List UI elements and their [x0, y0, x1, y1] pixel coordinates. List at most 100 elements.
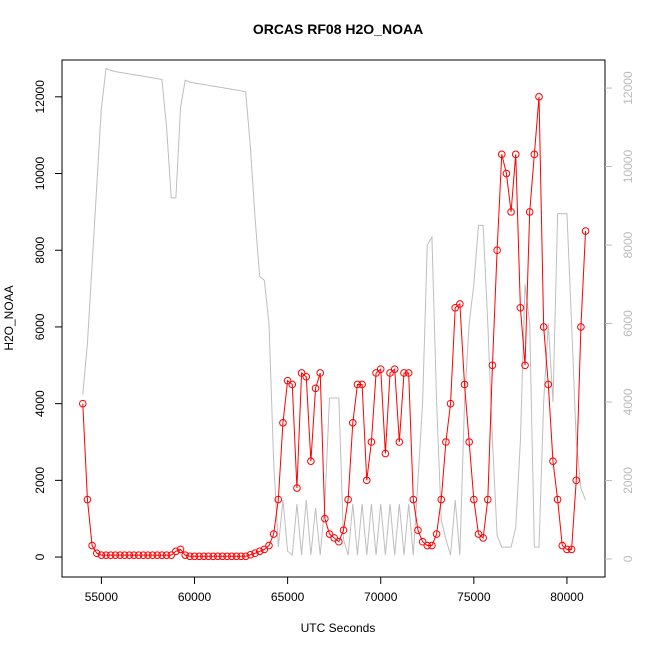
data-point	[470, 495, 478, 504]
y2-tick-label: 12000	[621, 71, 635, 105]
data-point	[479, 534, 487, 542]
data-point	[116, 551, 124, 559]
data-point	[302, 372, 311, 381]
data-point	[474, 530, 483, 538]
data-point	[321, 514, 329, 523]
data-point	[428, 541, 436, 550]
data-point	[330, 534, 338, 542]
data-point	[493, 246, 501, 255]
data-point	[200, 552, 208, 561]
y-tick-label: 8000	[33, 237, 47, 264]
data-point	[460, 380, 469, 389]
data-point	[102, 551, 110, 559]
y-tick-label: 4000	[33, 390, 47, 417]
x-tick-label: 60000	[178, 590, 212, 604]
data-point	[204, 552, 213, 561]
y2-tick-label: 4000	[621, 388, 635, 415]
data-point	[353, 380, 362, 389]
data-point	[186, 552, 194, 561]
data-point	[255, 547, 264, 556]
data-point	[442, 438, 450, 446]
x-tick-label: 75000	[457, 590, 491, 604]
data-point	[525, 208, 534, 216]
data-point	[251, 549, 259, 558]
y2-tick-label: 0	[621, 555, 635, 562]
data-point	[297, 369, 306, 377]
data-point	[130, 551, 138, 559]
data-point	[293, 484, 301, 492]
data-point	[195, 552, 203, 561]
data-point	[125, 551, 134, 559]
series-line	[82, 67, 587, 557]
data-point	[456, 300, 464, 308]
data-point	[465, 438, 473, 446]
data-point	[153, 551, 162, 559]
data-point	[260, 545, 269, 554]
data-point	[223, 552, 231, 561]
data-point	[279, 419, 287, 427]
plot-box	[61, 59, 606, 578]
data-point	[362, 476, 371, 485]
data-point	[78, 399, 87, 408]
data-point	[241, 552, 250, 561]
y-tick-label: 0	[33, 553, 47, 560]
data-point	[544, 380, 553, 389]
data-point	[190, 552, 199, 561]
data-point	[83, 495, 92, 504]
data-point	[530, 150, 539, 159]
data-point	[521, 361, 529, 370]
data-point	[581, 227, 590, 235]
data-point	[497, 150, 506, 159]
data-point	[567, 545, 576, 554]
data-point	[176, 545, 185, 554]
data-point	[162, 551, 171, 559]
data-point	[358, 380, 366, 389]
data-point	[372, 369, 380, 377]
chart-title: ORCAS RF08 H2O_NOAA	[253, 21, 423, 37]
data-point	[386, 369, 394, 377]
data-point	[488, 361, 497, 370]
y-tick-label: 2000	[33, 467, 47, 494]
y-tick-label: 12000	[33, 80, 47, 114]
data-point	[181, 551, 189, 559]
x-tick-label: 65000	[271, 590, 305, 604]
data-point	[437, 495, 446, 504]
data-point	[325, 530, 334, 538]
y2-tick-label: 8000	[621, 231, 635, 258]
y-axis-label: H2O_NOAA	[2, 285, 16, 350]
data-point	[381, 449, 390, 458]
data-point	[535, 93, 543, 101]
data-point	[311, 384, 320, 393]
data-point	[120, 551, 129, 559]
y2-tick-label: 6000	[621, 310, 635, 337]
data-point	[111, 551, 120, 559]
data-point	[376, 365, 385, 373]
y-tick-label: 10000	[33, 157, 47, 191]
series-line	[82, 96, 587, 557]
data-point	[451, 303, 460, 312]
data-point	[92, 549, 101, 558]
data-point	[395, 438, 404, 446]
data-point	[167, 551, 176, 559]
data-point	[553, 495, 562, 504]
data-point	[344, 495, 352, 504]
data-point	[232, 552, 241, 561]
data-point	[134, 551, 143, 559]
data-point	[539, 323, 548, 331]
data-point	[367, 438, 376, 446]
data-point	[269, 530, 278, 538]
data-point	[558, 541, 567, 550]
data-point	[516, 303, 525, 312]
y2-tick-label: 10000	[621, 150, 635, 184]
x-tick-label: 70000	[364, 590, 398, 604]
data-point	[227, 552, 236, 561]
data-point	[97, 551, 106, 559]
data-point	[218, 552, 227, 561]
data-point	[409, 495, 418, 504]
data-point	[348, 419, 357, 427]
data-point	[158, 551, 166, 559]
data-point	[446, 399, 455, 408]
data-point	[307, 457, 315, 465]
data-point	[507, 208, 515, 216]
